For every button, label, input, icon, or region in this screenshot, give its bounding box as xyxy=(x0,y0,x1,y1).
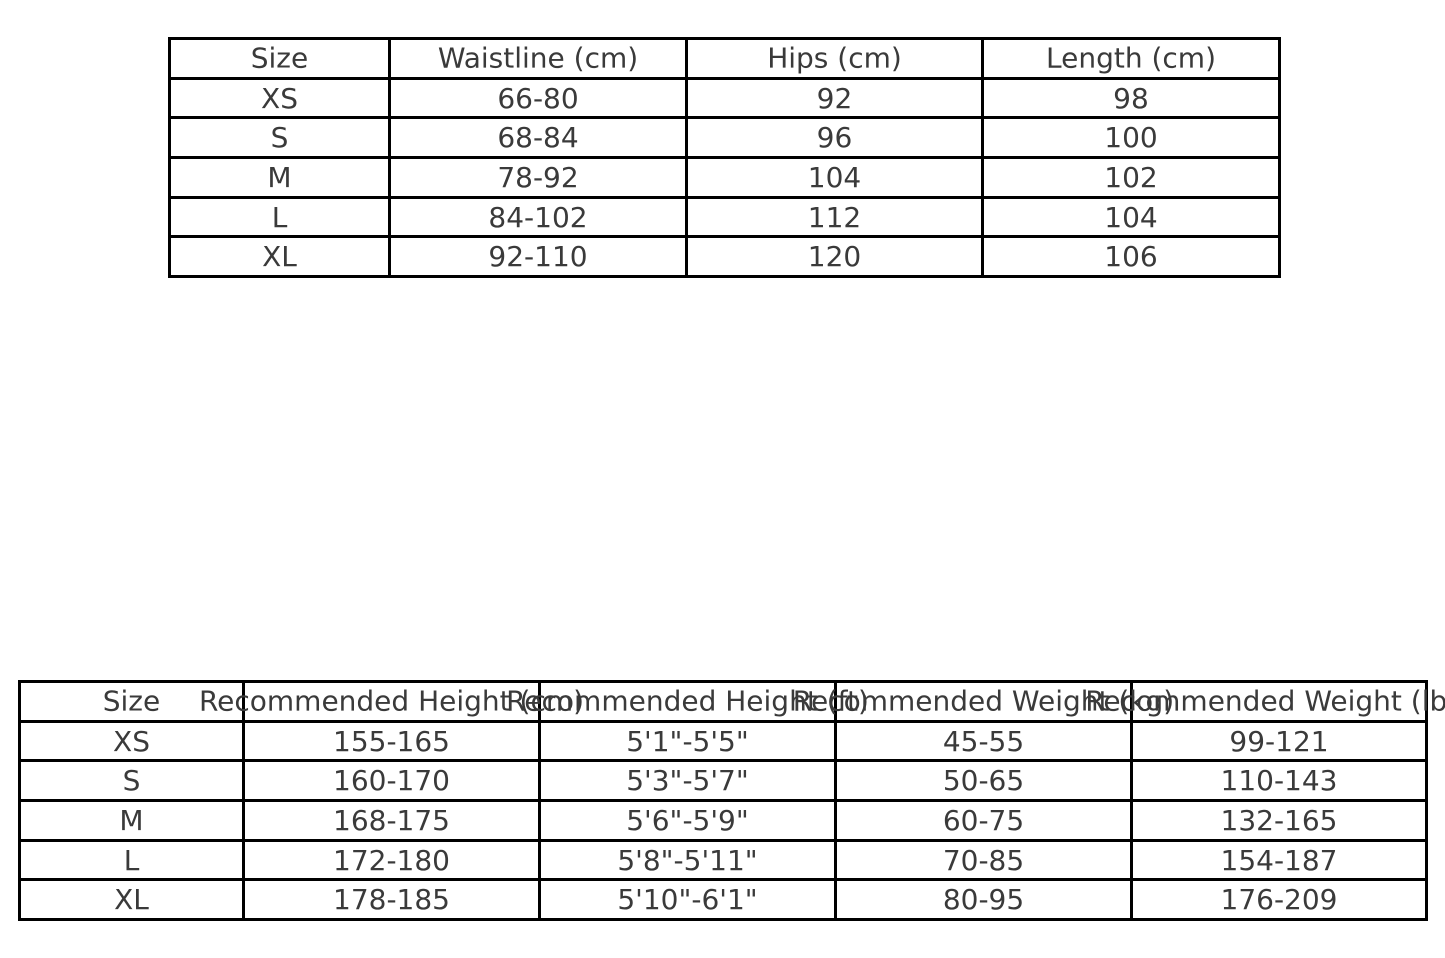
table-row: M 168-175 5'6"-5'9" 60-75 132-165 xyxy=(18,799,1428,842)
cell-size: M xyxy=(168,156,391,199)
header-cell-weight-lbs: Recommended Weight (lbs) xyxy=(1085,680,1445,723)
cell-length: 100 xyxy=(981,116,1281,160)
table-row: S 160-170 5'3"-5'7" 50-65 110-143 xyxy=(18,759,1428,803)
cell-size: S xyxy=(18,759,245,803)
cell-height-ft: 5'8"-5'11" xyxy=(538,838,837,882)
cell-length: 106 xyxy=(981,235,1281,279)
fit-guide-table: Size Recommended Height (cm) Recommended… xyxy=(18,680,1445,922)
header-cell-size: Size xyxy=(168,37,391,80)
cell-waistline: 68-84 xyxy=(388,116,688,160)
table-row: XL 178-185 5'10"-6'1" 80-95 176-209 xyxy=(18,878,1428,922)
table-row: XL 92-110 120 106 xyxy=(168,235,1281,279)
table-row: XS 66-80 92 98 xyxy=(168,76,1281,120)
cell-hips: 92 xyxy=(685,76,984,120)
cell-size: L xyxy=(168,195,391,239)
cell-size: XL xyxy=(168,235,391,279)
cell-length: 104 xyxy=(981,195,1281,239)
cell-height-ft: 5'10"-6'1" xyxy=(538,878,837,922)
cell-length: 102 xyxy=(981,156,1281,199)
cell-height-cm: 172-180 xyxy=(242,838,541,882)
cell-length: 98 xyxy=(981,76,1281,120)
cell-size: XS xyxy=(18,719,245,763)
cell-height-cm: 168-175 xyxy=(242,799,541,842)
cell-height-ft: 5'3"-5'7" xyxy=(538,759,837,803)
table-row: L 172-180 5'8"-5'11" 70-85 154-187 xyxy=(18,838,1428,882)
garment-size-table: Size Waistline (cm) Hips (cm) Length (cm… xyxy=(168,37,1281,279)
header-cell-length: Length (cm) xyxy=(981,37,1281,80)
cell-size: M xyxy=(18,799,245,842)
cell-waistline: 92-110 xyxy=(388,235,688,279)
table-header-row: Size Waistline (cm) Hips (cm) Length (cm… xyxy=(168,37,1281,80)
header-cell-weight-kg: Recommended Weight (kg) xyxy=(793,680,1174,723)
cell-weight-kg: 50-65 xyxy=(834,759,1133,803)
table-row: L 84-102 112 104 xyxy=(168,195,1281,239)
cell-hips: 112 xyxy=(685,195,984,239)
header-cell-size: Size xyxy=(18,680,245,723)
table-header-row: Size Recommended Height (cm) Recommended… xyxy=(18,680,1445,723)
cell-waistline: 84-102 xyxy=(388,195,688,239)
header-cell-height-cm: Recommended Height (cm) xyxy=(199,680,584,723)
cell-height-cm: 160-170 xyxy=(242,759,541,803)
cell-hips: 120 xyxy=(685,235,984,279)
table-row: S 68-84 96 100 xyxy=(168,116,1281,160)
table-row: XS 155-165 5'1"-5'5" 45-55 99-121 xyxy=(18,719,1428,763)
table-row: M 78-92 104 102 xyxy=(168,156,1281,199)
cell-weight-kg: 70-85 xyxy=(834,838,1133,882)
cell-size: S xyxy=(168,116,391,160)
cell-weight-lbs: 110-143 xyxy=(1130,759,1428,803)
cell-hips: 96 xyxy=(685,116,984,160)
cell-height-cm: 178-185 xyxy=(242,878,541,922)
cell-weight-kg: 45-55 xyxy=(834,719,1133,763)
cell-size: XL xyxy=(18,878,245,922)
cell-waistline: 66-80 xyxy=(388,76,688,120)
cell-weight-kg: 80-95 xyxy=(834,878,1133,922)
cell-height-ft: 5'1"-5'5" xyxy=(538,719,837,763)
header-cell-height-ft: Recommended Height (ft) xyxy=(506,680,869,723)
cell-weight-lbs: 132-165 xyxy=(1130,799,1428,842)
cell-waistline: 78-92 xyxy=(388,156,688,199)
cell-size: L xyxy=(18,838,245,882)
cell-size: XS xyxy=(168,76,391,120)
cell-height-cm: 155-165 xyxy=(242,719,541,763)
header-cell-waistline: Waistline (cm) xyxy=(388,37,688,80)
cell-weight-kg: 60-75 xyxy=(834,799,1133,842)
header-cell-hips: Hips (cm) xyxy=(685,37,984,80)
cell-weight-lbs: 176-209 xyxy=(1130,878,1428,922)
cell-weight-lbs: 154-187 xyxy=(1130,838,1428,882)
cell-hips: 104 xyxy=(685,156,984,199)
cell-weight-lbs: 99-121 xyxy=(1130,719,1428,763)
cell-height-ft: 5'6"-5'9" xyxy=(538,799,837,842)
